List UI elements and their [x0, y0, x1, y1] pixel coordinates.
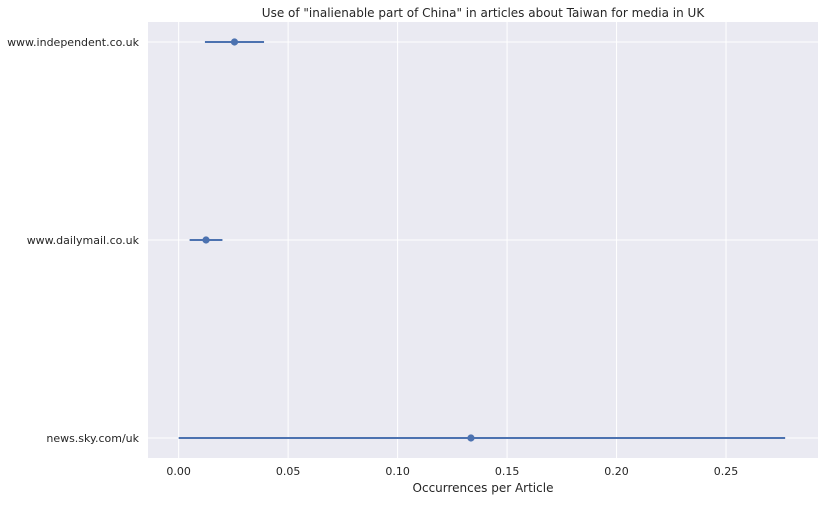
x-tick-label: 0.25 — [714, 465, 739, 478]
data-marks — [178, 38, 786, 442]
x-tick-label: 0.15 — [495, 465, 520, 478]
x-tick-label: 0.20 — [604, 465, 629, 478]
x-tick-label: 0.00 — [166, 465, 191, 478]
data-point — [467, 434, 475, 442]
y-axis-ticks: www.independent.co.uk www.dailymail.co.uk… — [7, 36, 140, 445]
x-tick-label: 0.05 — [276, 465, 301, 478]
data-point — [202, 236, 210, 244]
x-axis-ticks: 0.00 0.05 0.10 0.15 0.20 0.25 — [166, 465, 738, 478]
data-point — [230, 38, 239, 46]
y-tick-label: news.sky.com/uk — [46, 432, 139, 445]
x-axis-label: Occurrences per Article — [413, 481, 554, 495]
chart-title: Use of "inalienable part of China" in ar… — [262, 6, 706, 20]
y-tick-label: www.independent.co.uk — [7, 36, 140, 49]
y-tick-label: www.dailymail.co.uk — [27, 234, 140, 247]
x-tick-label: 0.10 — [385, 465, 410, 478]
